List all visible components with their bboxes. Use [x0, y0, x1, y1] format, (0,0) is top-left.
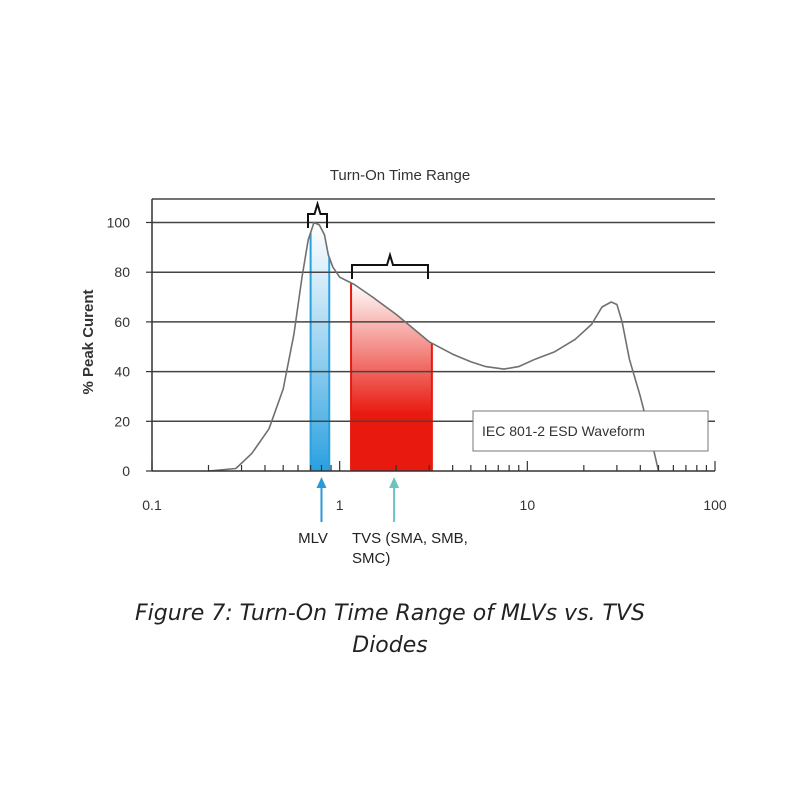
- range-fill-mlv: [310, 222, 330, 471]
- esd-waveform-line: [208, 221, 660, 472]
- x-tick-label-2: 10: [520, 497, 536, 513]
- axes: 0 20 40 60 80 100 0.1 1 10 100: [107, 199, 727, 513]
- range-fill-tvs: [351, 282, 432, 471]
- y-axis-label: % Peak Curent: [80, 289, 97, 394]
- chart-title: Turn-On Time Range: [330, 167, 470, 184]
- tvs-label-line1: TVS (SMA, SMB,: [352, 530, 468, 547]
- x-tick-label-1: 1: [336, 497, 344, 513]
- y-tick-label-60: 60: [114, 314, 130, 330]
- waveform-curve-group: [208, 221, 660, 472]
- mlv-arrow-head: [316, 477, 327, 488]
- annotations: [307, 200, 429, 522]
- legend-box-label: IEC 801-2 ESD Waveform: [482, 423, 645, 439]
- mlv-bracket: [307, 200, 328, 228]
- x-tick-label-3: 100: [703, 497, 727, 513]
- y-tick-label-0: 0: [122, 463, 130, 479]
- y-tick-label-80: 80: [114, 264, 130, 280]
- legend-box: IEC 801-2 ESD Waveform: [472, 410, 709, 452]
- tvs-bracket: [351, 251, 429, 279]
- x-tick-label-0: 0.1: [142, 497, 162, 513]
- range-fills: [309, 222, 433, 471]
- tvs-label-line2: SMC): [352, 550, 390, 567]
- tvs-arrow-head: [389, 477, 400, 488]
- y-tick-label-40: 40: [114, 364, 130, 380]
- grid-lines: [152, 198, 715, 423]
- y-tick-label-20: 20: [114, 413, 130, 429]
- figure-caption: Figure 7: Turn-On Time Range of MLVs vs.…: [135, 601, 645, 658]
- mlv-label: MLV: [298, 530, 328, 547]
- y-tick-label-100: 100: [107, 215, 131, 231]
